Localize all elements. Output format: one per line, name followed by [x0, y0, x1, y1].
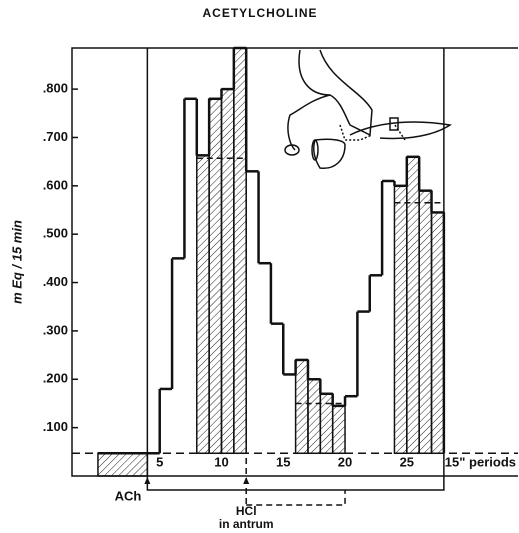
y-tick-label: .200 — [43, 371, 68, 386]
hatched-area — [97, 452, 149, 477]
ach-label: ACh — [115, 488, 142, 503]
hatched-area — [307, 378, 322, 455]
hatched-area — [406, 156, 420, 455]
y-tick-label: .300 — [43, 322, 68, 337]
x-unit-label: 15" periods — [445, 454, 516, 469]
hatched-area — [208, 98, 223, 455]
hatched-area — [418, 189, 433, 455]
hatched-area — [430, 211, 445, 455]
hatched-area — [196, 154, 210, 455]
hatched-area — [233, 47, 247, 455]
plot-frame — [71, 47, 518, 477]
y-tick-label: .800 — [43, 81, 68, 96]
ach-arrow — [144, 477, 151, 484]
hcl-bracket — [246, 490, 346, 506]
hatched-area — [220, 88, 235, 455]
y-tick-label: .100 — [43, 419, 68, 434]
hatched-area — [393, 185, 408, 455]
x-tick-label: 5 — [156, 454, 163, 469]
hatched-area — [331, 405, 346, 455]
x-tick-label: 20 — [338, 454, 352, 469]
x-tick-label: 10 — [214, 454, 228, 469]
y-axis-label: m Eq / 15 min — [9, 220, 24, 304]
hcl-arrow — [243, 477, 250, 484]
hcl-label: HCl — [236, 504, 257, 518]
x-tick-label: 15 — [276, 454, 290, 469]
ach-bracket — [146, 476, 445, 491]
y-tick-label: .400 — [43, 274, 68, 289]
y-tick-label: .600 — [43, 177, 68, 192]
anatomy-sketch — [284, 49, 452, 169]
chart-title: ACETYLCHOLINE — [203, 6, 318, 20]
y-tick-label: .500 — [43, 226, 68, 241]
hcl-label: in antrum — [219, 517, 274, 531]
hatched-area — [294, 359, 309, 455]
x-tick-label: 25 — [400, 454, 414, 469]
y-tick-label: .700 — [43, 129, 68, 144]
